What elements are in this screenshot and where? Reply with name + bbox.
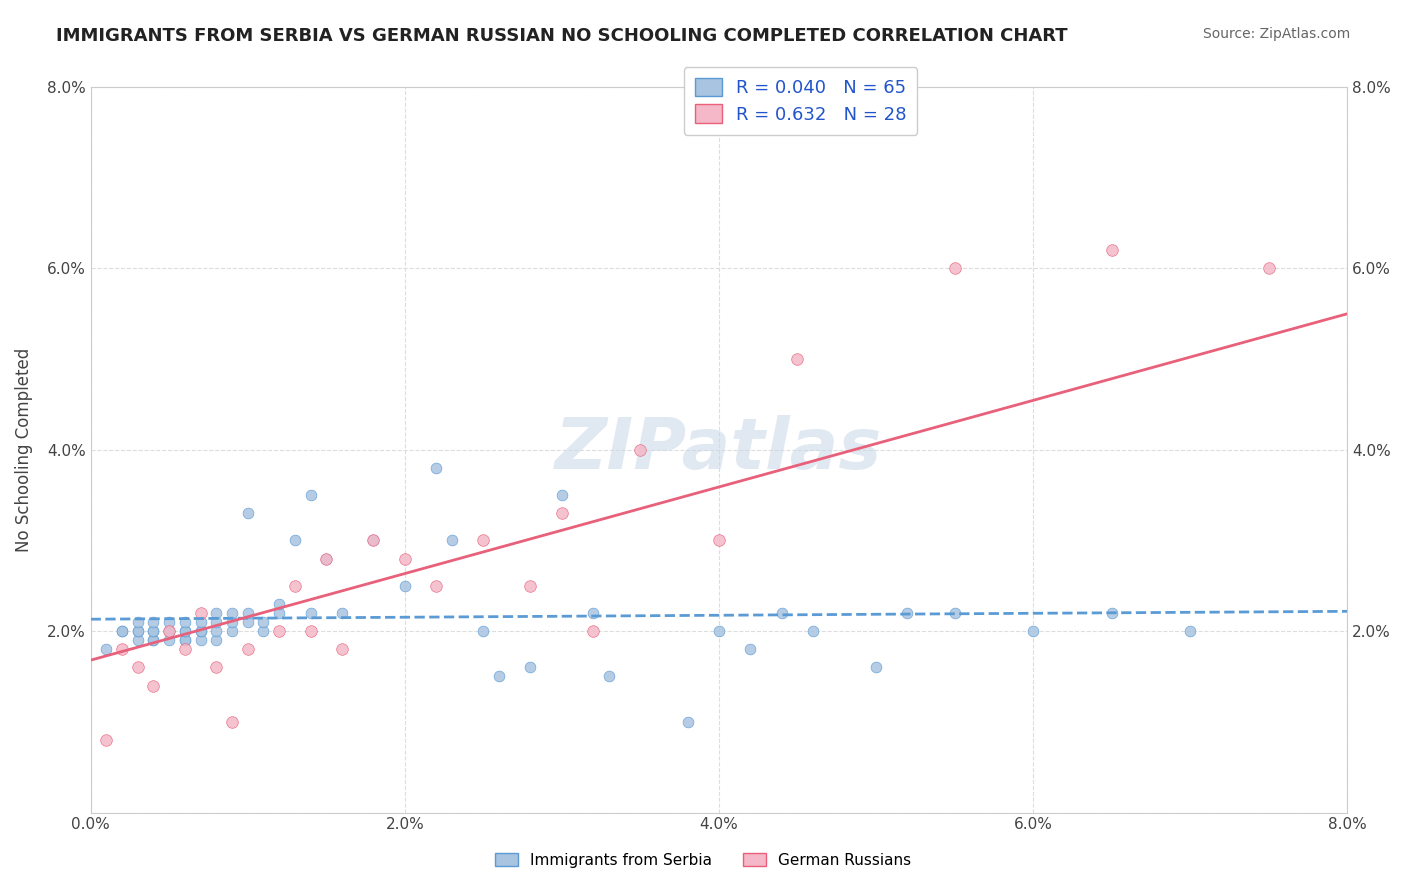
Point [111,642,134,657]
Point [315,551,337,566]
Point [127,633,149,648]
Point [190,606,212,620]
Point [330,606,353,620]
Point [157,624,180,639]
Point [440,533,463,548]
Point [205,615,228,629]
Point [221,615,243,629]
Point [205,633,228,648]
Point [269,597,291,611]
Point [236,506,259,520]
Point [252,624,274,639]
Point [173,633,195,648]
Point [896,606,918,620]
Point [472,533,495,548]
Point [252,615,274,629]
Point [865,660,887,674]
Point [943,606,966,620]
Point [519,579,541,593]
Point [190,624,212,639]
Point [142,624,165,639]
Point [127,624,149,639]
Point [173,624,195,639]
Point [330,642,353,657]
Point [1180,624,1202,639]
Point [157,624,180,639]
Point [173,633,195,648]
Point [315,551,337,566]
Point [299,606,322,620]
Point [96,642,118,657]
Point [142,633,165,648]
Point [127,615,149,629]
Point [127,660,149,674]
Point [205,624,228,639]
Point [1022,624,1045,639]
Point [221,624,243,639]
Point [519,660,541,674]
Point [190,615,212,629]
Point [488,669,510,683]
Point [157,615,180,629]
Point [551,488,574,502]
Text: IMMIGRANTS FROM SERBIA VS GERMAN RUSSIAN NO SCHOOLING COMPLETED CORRELATION CHAR: IMMIGRANTS FROM SERBIA VS GERMAN RUSSIAN… [56,27,1069,45]
Point [425,579,447,593]
Point [472,624,495,639]
Point [943,261,966,276]
Point [707,624,730,639]
Point [236,642,259,657]
Point [628,442,651,457]
Point [190,624,212,639]
Point [582,624,605,639]
Point [173,624,195,639]
Point [284,579,307,593]
Point [394,579,416,593]
Point [111,624,134,639]
Point [269,624,291,639]
Point [142,615,165,629]
Point [157,624,180,639]
Point [707,533,730,548]
Point [363,533,385,548]
Point [284,533,307,548]
Point [236,615,259,629]
Point [770,606,793,620]
Point [299,624,322,639]
Point [786,352,808,367]
Legend: R = 0.040   N = 65, R = 0.632   N = 28: R = 0.040 N = 65, R = 0.632 N = 28 [683,67,918,135]
Y-axis label: No Schooling Completed: No Schooling Completed [15,348,32,552]
Point [111,624,134,639]
Point [173,615,195,629]
Text: Source: ZipAtlas.com: Source: ZipAtlas.com [1202,27,1350,41]
Point [598,669,620,683]
Point [142,624,165,639]
Point [96,733,118,747]
Point [1101,606,1123,620]
Point [221,714,243,729]
Point [269,606,291,620]
Point [142,679,165,693]
Point [221,606,243,620]
Point [801,624,824,639]
Point [299,488,322,502]
Text: ZIPatlas: ZIPatlas [555,416,883,484]
Legend: Immigrants from Serbia, German Russians: Immigrants from Serbia, German Russians [488,845,918,875]
Point [425,461,447,475]
Point [363,533,385,548]
Point [394,551,416,566]
Point [236,606,259,620]
Point [551,506,574,520]
Point [205,606,228,620]
Point [1257,261,1279,276]
Point [205,660,228,674]
Point [173,642,195,657]
Point [190,633,212,648]
Point [740,642,762,657]
Point [127,624,149,639]
Point [676,714,699,729]
Point [142,633,165,648]
Point [157,633,180,648]
Point [1101,244,1123,258]
Point [582,606,605,620]
